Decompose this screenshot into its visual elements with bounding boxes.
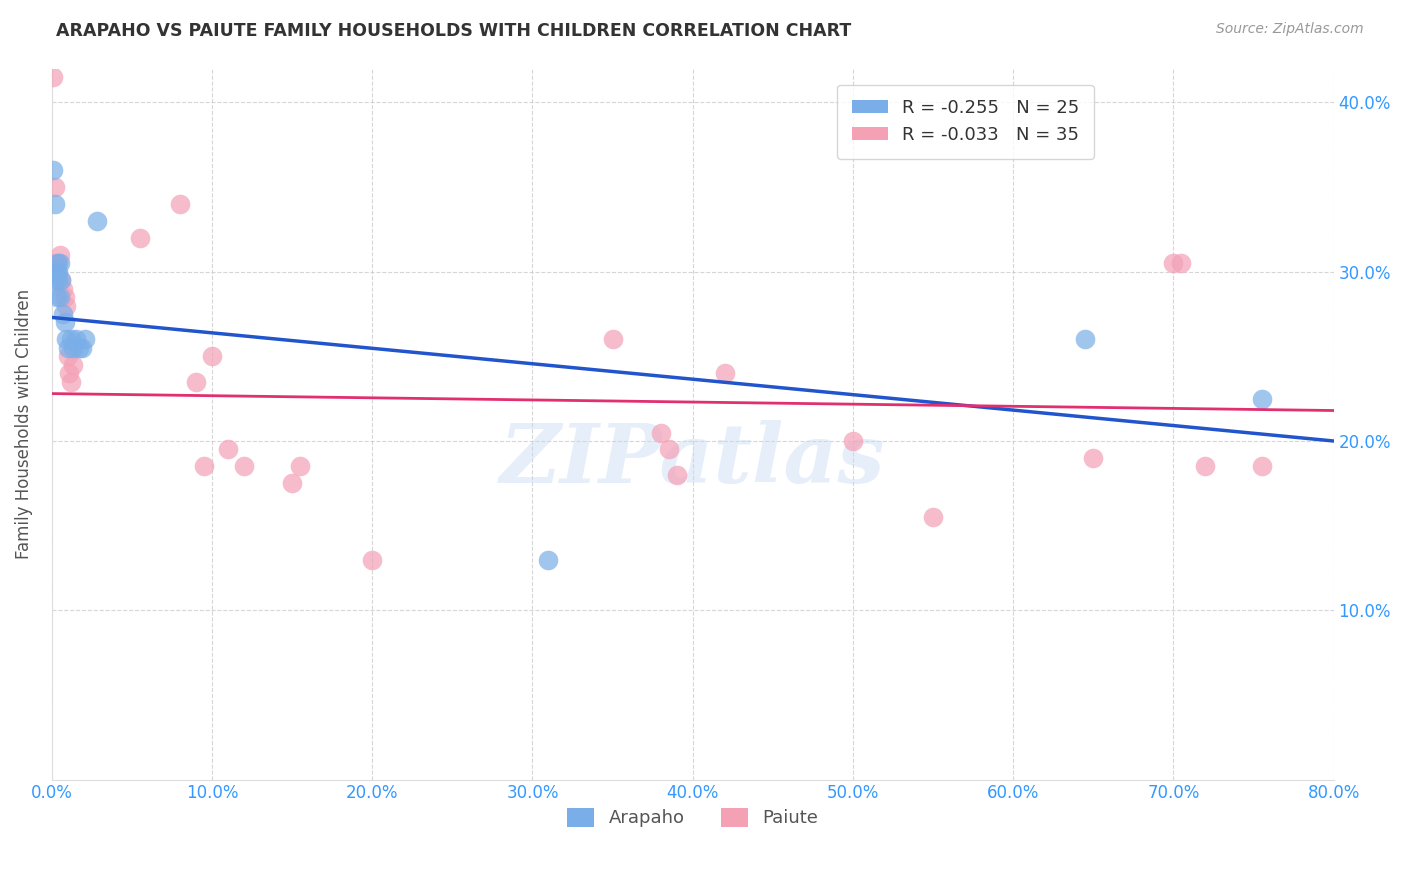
Point bbox=[922, 510, 945, 524]
Point bbox=[46, 273, 69, 287]
Point bbox=[51, 273, 73, 287]
Text: ARAPAHO VS PAIUTE FAMILY HOUSEHOLDS WITH CHILDREN CORRELATION CHART: ARAPAHO VS PAIUTE FAMILY HOUSEHOLDS WITH… bbox=[56, 22, 852, 40]
Point bbox=[59, 333, 82, 347]
Point bbox=[56, 341, 79, 355]
Point bbox=[217, 442, 239, 457]
Point bbox=[62, 358, 84, 372]
Point bbox=[42, 163, 65, 178]
Point bbox=[46, 256, 69, 270]
Point bbox=[658, 442, 681, 457]
Point bbox=[75, 333, 97, 347]
Point bbox=[128, 231, 150, 245]
Point bbox=[1250, 392, 1272, 406]
Point bbox=[45, 265, 67, 279]
Point bbox=[65, 333, 87, 347]
Point bbox=[1170, 256, 1192, 270]
Point bbox=[67, 341, 90, 355]
Point bbox=[45, 256, 67, 270]
Point bbox=[1163, 256, 1185, 270]
Point bbox=[537, 552, 560, 566]
Point bbox=[45, 256, 67, 270]
Point bbox=[52, 282, 75, 296]
Point bbox=[70, 341, 93, 355]
Point bbox=[361, 552, 384, 566]
Point bbox=[713, 366, 735, 380]
Point bbox=[650, 425, 672, 440]
Point bbox=[86, 214, 108, 228]
Point bbox=[1074, 333, 1097, 347]
Point bbox=[42, 70, 65, 84]
Y-axis label: Family Households with Children: Family Households with Children bbox=[15, 289, 32, 559]
Point bbox=[44, 180, 66, 194]
Point bbox=[184, 375, 207, 389]
Point bbox=[49, 256, 72, 270]
Legend: Arapaho, Paiute: Arapaho, Paiute bbox=[560, 801, 825, 835]
Point bbox=[53, 316, 76, 330]
Point bbox=[1250, 459, 1272, 474]
Point bbox=[1083, 450, 1105, 465]
Point bbox=[46, 265, 69, 279]
Point bbox=[602, 333, 624, 347]
Point bbox=[58, 366, 80, 380]
Point bbox=[44, 273, 66, 287]
Point bbox=[55, 299, 77, 313]
Point bbox=[281, 476, 304, 491]
Point bbox=[201, 349, 224, 363]
Point bbox=[45, 290, 67, 304]
Point bbox=[52, 307, 75, 321]
Point bbox=[842, 434, 865, 448]
Point bbox=[55, 333, 77, 347]
Point bbox=[53, 290, 76, 304]
Point bbox=[51, 273, 73, 287]
Point bbox=[49, 290, 72, 304]
Text: Source: ZipAtlas.com: Source: ZipAtlas.com bbox=[1216, 22, 1364, 37]
Point bbox=[233, 459, 256, 474]
Point bbox=[193, 459, 215, 474]
Point bbox=[59, 375, 82, 389]
Point bbox=[1194, 459, 1216, 474]
Point bbox=[288, 459, 311, 474]
Point bbox=[665, 467, 688, 482]
Point bbox=[49, 248, 72, 262]
Point bbox=[169, 197, 191, 211]
Point bbox=[62, 341, 84, 355]
Text: ZIPatlas: ZIPatlas bbox=[501, 419, 886, 500]
Point bbox=[44, 197, 66, 211]
Point bbox=[56, 349, 79, 363]
